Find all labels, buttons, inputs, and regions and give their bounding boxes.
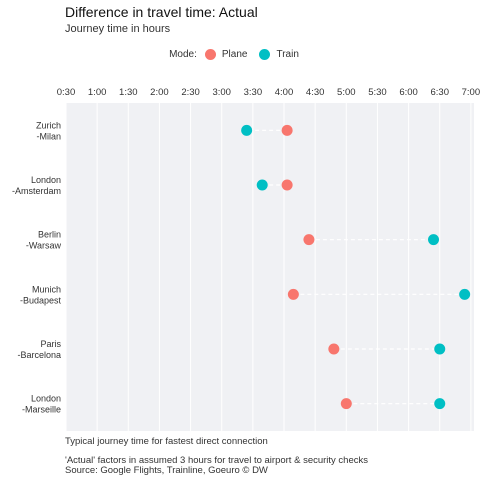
legend-item-plane: Plane bbox=[204, 49, 248, 60]
caption-line-1: Typical journey time for fastest direct … bbox=[65, 436, 268, 447]
y-label-line-2: -Amsterdam bbox=[12, 186, 61, 196]
plot-panel bbox=[66, 103, 474, 431]
plane-point bbox=[340, 398, 352, 410]
train-point bbox=[428, 234, 440, 246]
x-tick-label: 6:30 bbox=[430, 87, 449, 98]
train-point bbox=[434, 343, 446, 355]
chart-subtitle: Journey time in hours bbox=[65, 23, 171, 35]
x-tick-label: 2:30 bbox=[181, 87, 200, 98]
legend-item-train: Train bbox=[259, 49, 299, 60]
legend-plane-swatch bbox=[204, 49, 216, 60]
plane-point bbox=[303, 234, 315, 246]
y-label-line-1: Berlin bbox=[38, 230, 61, 240]
x-tick-label: 1:00 bbox=[88, 87, 107, 98]
train-point bbox=[434, 398, 446, 410]
plane-point bbox=[281, 179, 293, 191]
dumbbell-chart: 0:30 1:00 1:30 2:00 2:30 3:00 3:30 4:00 4:30 5:00… bbox=[12, 87, 480, 431]
y-label-line-1: London bbox=[31, 394, 61, 404]
x-tick-label: 7:00 bbox=[462, 87, 480, 98]
legend-train-label: Train bbox=[276, 49, 299, 60]
y-label-line-1: London bbox=[31, 175, 61, 185]
legend-plane-label: Plane bbox=[221, 49, 248, 60]
caption-line-2: 'Actual' factors in assumed 3 hours for … bbox=[65, 455, 369, 466]
y-label-line-2: -Marseille bbox=[22, 405, 61, 415]
x-tick-label: 1:30 bbox=[119, 87, 138, 98]
plane-point bbox=[287, 288, 299, 300]
caption-line-3: Source: Google Flights, Trainline, Goeur… bbox=[65, 465, 268, 476]
x-tick-label: 4:30 bbox=[306, 87, 325, 98]
legend: Mode: Plane Train bbox=[0, 49, 480, 60]
x-tick-label: 6:00 bbox=[399, 87, 418, 98]
y-label-line-1: Paris bbox=[40, 339, 61, 349]
x-tick-label: 5:30 bbox=[368, 87, 387, 98]
y-label-line-2: -Milan bbox=[36, 131, 61, 141]
x-tick-label: 4:00 bbox=[275, 87, 294, 98]
train-point bbox=[241, 124, 253, 136]
x-tick-label: 3:30 bbox=[244, 87, 263, 98]
x-tick-label: 3:00 bbox=[212, 87, 231, 98]
plane-point bbox=[328, 343, 340, 355]
x-tick-label: 0:30 bbox=[57, 87, 76, 98]
y-label-line-2: -Budapest bbox=[20, 295, 62, 305]
y-label-line-1: Munich bbox=[32, 284, 61, 294]
legend-title: Mode: bbox=[169, 49, 197, 60]
y-label-line-2: -Barcelona bbox=[17, 350, 61, 360]
plane-point bbox=[281, 124, 293, 136]
x-tick-label: 5:00 bbox=[337, 87, 356, 98]
y-label-line-2: -Warsaw bbox=[26, 241, 62, 251]
x-tick-label: 2:00 bbox=[150, 87, 169, 98]
y-label-line-1: Zurich bbox=[36, 120, 61, 130]
train-point bbox=[256, 179, 268, 191]
chart-title: Difference in travel time: Actual bbox=[65, 4, 258, 20]
train-point bbox=[459, 288, 471, 300]
legend-train-swatch bbox=[259, 49, 271, 60]
